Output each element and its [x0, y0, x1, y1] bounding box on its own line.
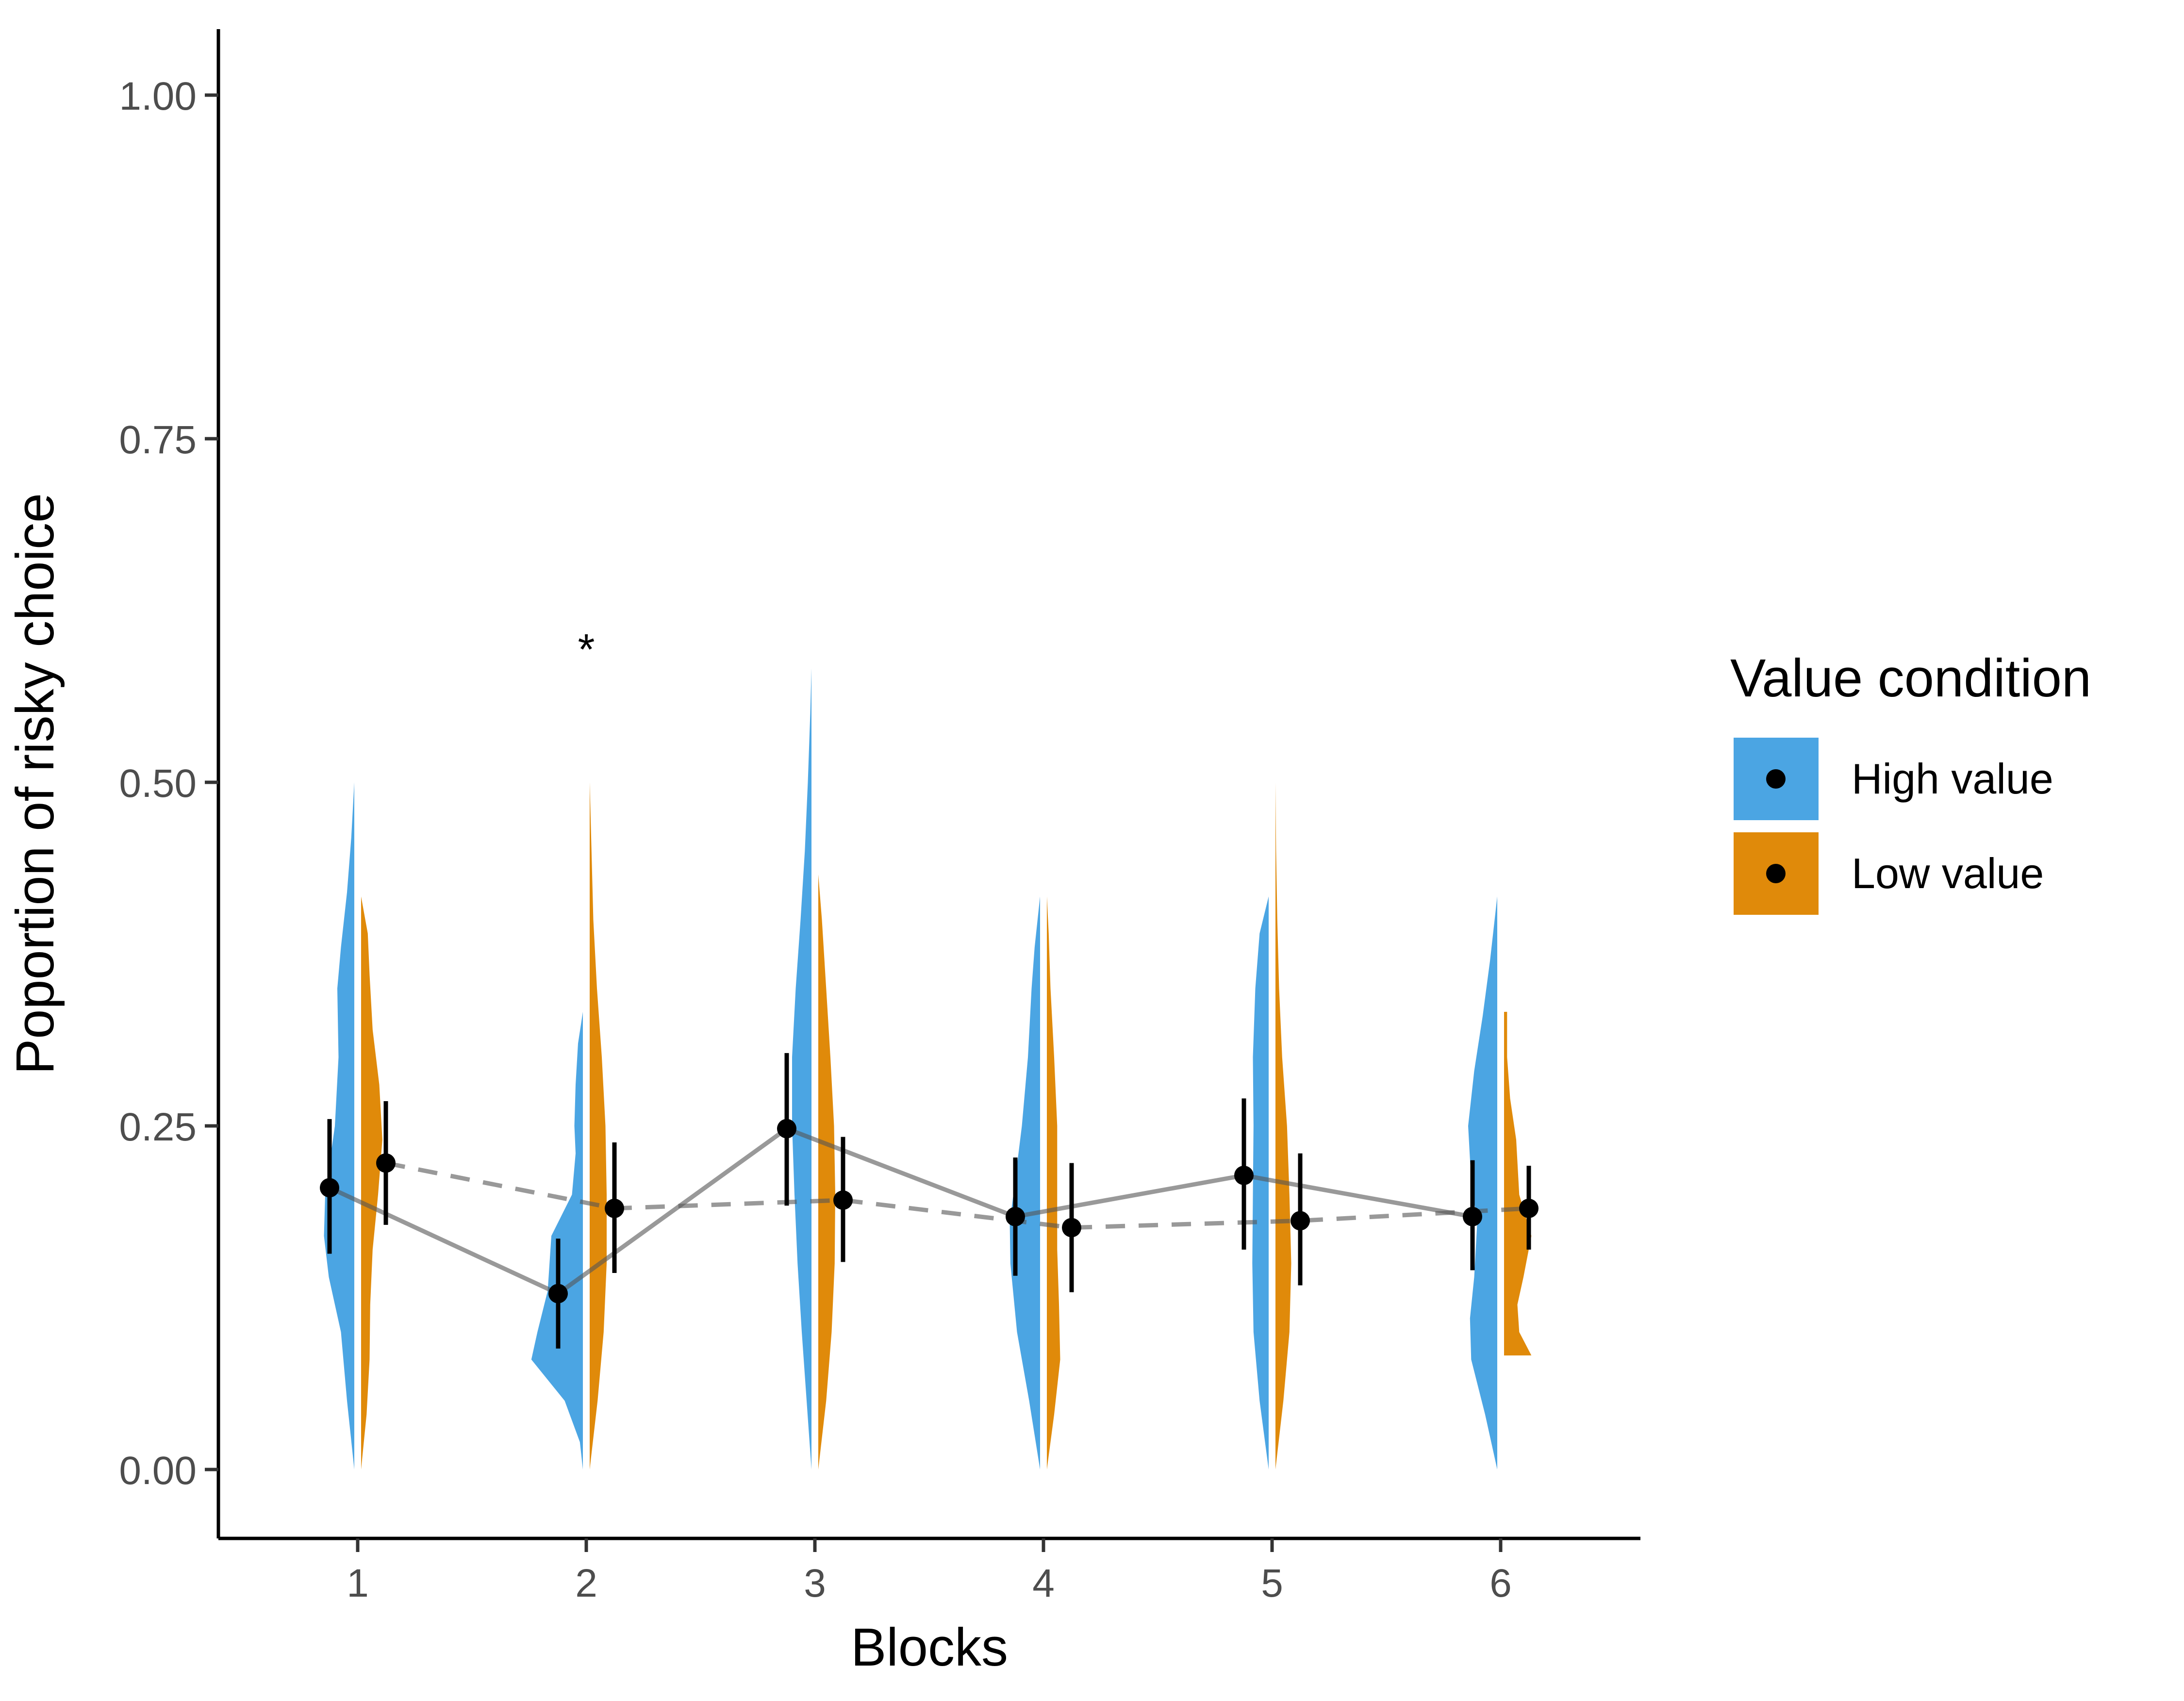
y-tick-label: 0.50 [119, 761, 197, 806]
violin-low-value-block-6 [1504, 1011, 1532, 1355]
legend-item-label: Low value [1852, 849, 2044, 897]
violin-high-value-block-3 [792, 668, 811, 1470]
violin-low-value-block-3 [818, 874, 835, 1470]
y-tick-label: 0.75 [119, 418, 197, 462]
legend: Value condition High value Low value [1730, 648, 2091, 915]
x-tick-label: 3 [804, 1561, 826, 1605]
points-layer [320, 1053, 1539, 1349]
violin-high-value-block-6 [1468, 896, 1497, 1470]
mean-point-high-value-block-5 [1234, 1165, 1254, 1185]
mean-point-low-value-block-3 [833, 1190, 853, 1210]
mean-point-high-value-block-1 [320, 1178, 339, 1198]
violin-low-value-block-4 [1047, 896, 1060, 1470]
violin-high-value-block-4 [1009, 896, 1040, 1470]
mean-point-low-value-block-1 [376, 1153, 396, 1173]
y-ticks: 0.00 0.25 0.50 0.75 1.00 [119, 74, 218, 1493]
legend-items: High value Low value [1734, 738, 2053, 915]
violin-high-value-block-1 [324, 782, 354, 1470]
y-tick-label: 1.00 [119, 74, 197, 118]
mean-point-high-value-block-6 [1463, 1206, 1482, 1226]
mean-line-low-value [385, 1161, 1529, 1230]
legend-title: Value condition [1730, 648, 2091, 708]
x-tick-label: 5 [1261, 1561, 1283, 1605]
violin-low-value-block-5 [1275, 782, 1291, 1470]
x-tick-label: 2 [575, 1561, 597, 1605]
mean-point-high-value-block-3 [777, 1119, 796, 1139]
violins-layer [324, 668, 1532, 1470]
x-axis-label: Blocks [851, 1618, 1008, 1677]
significance-annotation: * [578, 626, 595, 674]
violin-low-value-block-2 [590, 782, 607, 1470]
mean-point-low-value-block-5 [1291, 1211, 1310, 1231]
mean-lines-layer [329, 1126, 1529, 1296]
legend-key-point [1766, 864, 1786, 883]
x-tick-label: 4 [1032, 1561, 1055, 1605]
mean-point-low-value-block-6 [1519, 1198, 1539, 1218]
mean-point-high-value-block-4 [1006, 1206, 1025, 1226]
x-ticks: 1 2 3 4 5 6 [347, 1538, 1512, 1605]
mean-point-low-value-block-2 [605, 1198, 624, 1218]
y-tick-label: 0.25 [119, 1105, 197, 1149]
violin-high-value-block-5 [1252, 896, 1269, 1470]
legend-item-label: High value [1852, 755, 2053, 803]
violin-low-value-block-1 [361, 896, 382, 1470]
mean-line-high-value [329, 1126, 1473, 1296]
x-tick-label: 6 [1489, 1561, 1512, 1605]
legend-key-point [1766, 769, 1786, 789]
annotations: * [578, 626, 595, 674]
y-tick-label: 0.00 [119, 1449, 197, 1493]
mean-point-low-value-block-4 [1062, 1218, 1081, 1238]
y-axis-label: Poportion of risky choice [5, 493, 65, 1074]
x-tick-label: 1 [347, 1561, 369, 1605]
mean-point-high-value-block-2 [548, 1284, 568, 1304]
